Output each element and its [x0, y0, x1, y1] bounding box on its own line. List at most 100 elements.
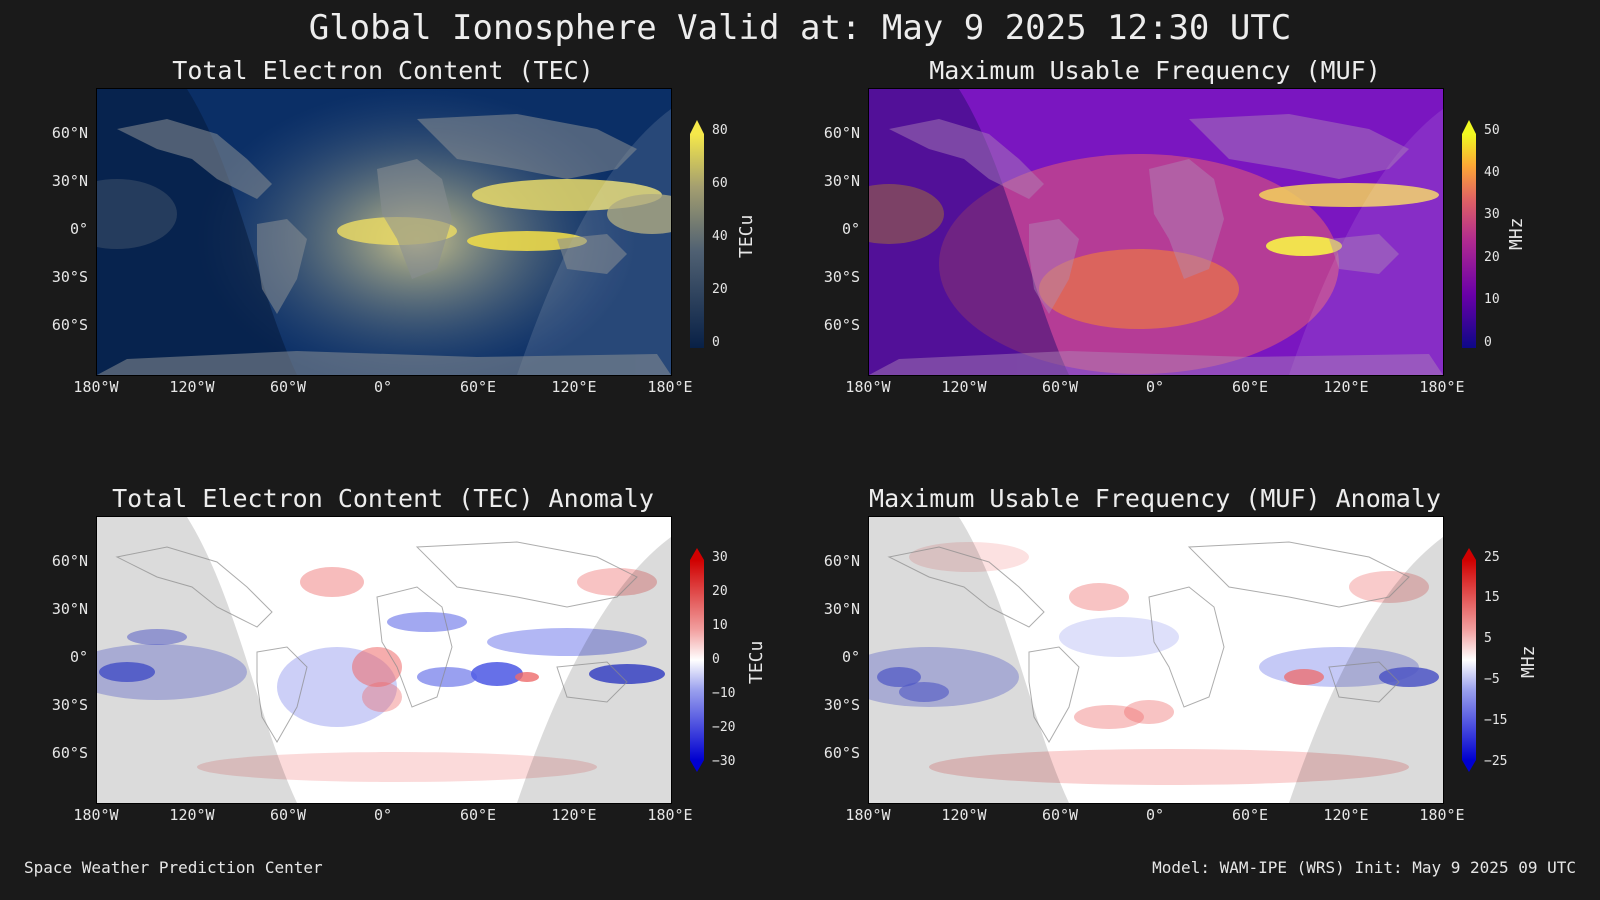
lon-label: 60°E: [1231, 378, 1269, 396]
muf-anom-colorbar: [1462, 548, 1476, 776]
lon-label: 120°W: [941, 378, 987, 396]
main-title: Global Ionosphere Valid at: May 9 2025 1…: [308, 8, 1292, 48]
muf-band-north: [1259, 183, 1439, 207]
muf-cb-unit: MHz: [1506, 217, 1527, 250]
tec-anom-cb-tick: −20: [712, 720, 736, 735]
tec-anomaly-title: Total Electron Content (TEC) Anomaly: [112, 484, 654, 513]
tec-anom-cb-tick: 0: [712, 652, 720, 667]
lat-label: 60°N: [51, 552, 88, 570]
tec-anom-night-west: [97, 517, 297, 803]
lat-label: 60°S: [823, 316, 860, 334]
muf-anom-cb-tick: 5: [1484, 631, 1492, 646]
tec-cb-tick: 20: [712, 282, 728, 297]
lon-label: 0°: [373, 806, 393, 824]
lat-label: 60°N: [823, 552, 860, 570]
muf-anom-night-west: [869, 517, 1069, 803]
lon-label: 60°W: [1041, 806, 1079, 824]
lat-label: 30°S: [823, 696, 860, 714]
tec-anom-cb-tick: 30: [712, 550, 728, 565]
footer-right: Model: WAM-IPE (WRS) Init: May 9 2025 09…: [1152, 858, 1576, 877]
lon-label: 60°E: [459, 806, 497, 824]
lon-label: 60°E: [459, 378, 497, 396]
tec-anom-colorbar: [690, 548, 704, 776]
muf-anom-cb-unit: MHz: [1518, 645, 1539, 678]
lat-label: 0°: [69, 220, 88, 238]
lat-label: 60°N: [823, 124, 860, 142]
tec-anom-negative: [97, 612, 665, 727]
lon-label: 180°W: [73, 378, 119, 396]
muf-anom-coastlines: [887, 541, 1410, 743]
lon-label: 120°E: [1323, 806, 1369, 824]
muf-map: [868, 88, 1444, 376]
muf-panel-title: Maximum Usable Frequency (MUF): [929, 56, 1381, 85]
lon-label: 180°E: [1419, 378, 1465, 396]
lon-label: 180°E: [647, 806, 693, 824]
muf-cb-tick: 30: [1484, 207, 1500, 222]
lat-label: 60°S: [51, 316, 88, 334]
tec-anom-cb-tick: 20: [712, 584, 728, 599]
lon-label: 0°: [1145, 378, 1165, 396]
muf-anom-cb-tick: −5: [1484, 672, 1500, 687]
lon-label: 180°W: [845, 378, 891, 396]
tec-anom-cb-tick: −30: [712, 754, 736, 769]
tec-anom-positive: [197, 567, 657, 782]
tec-band-south: [467, 231, 587, 251]
tec-cb-tick: 60: [712, 176, 728, 191]
tec-anom-night-east: [517, 537, 671, 803]
lon-label: 120°W: [169, 378, 215, 396]
muf-colorbar: [1462, 120, 1476, 352]
muf-anom-cb-tick: 15: [1484, 590, 1500, 605]
lat-label: 30°N: [823, 172, 860, 190]
muf-night-shadow: [869, 89, 1069, 375]
tec-panel-title: Total Electron Content (TEC): [172, 56, 594, 85]
tec-cb-tick: 80: [712, 123, 728, 138]
lat-label: 30°S: [51, 268, 88, 286]
muf-cb-tick: 40: [1484, 165, 1500, 180]
lat-label: 60°S: [51, 744, 88, 762]
muf-cb-tick: 10: [1484, 292, 1500, 307]
muf-south-atlantic: [1039, 249, 1239, 329]
muf-anom-background: [869, 517, 1443, 803]
tec-cb-tick: 40: [712, 229, 728, 244]
muf-cb-tick: 50: [1484, 123, 1500, 138]
muf-band-south: [1266, 236, 1342, 256]
muf-anom-positive: [909, 542, 1429, 785]
lon-label: 120°W: [941, 806, 987, 824]
muf-anom-cb-tick: −15: [1484, 713, 1508, 728]
muf-continents: [869, 114, 1443, 375]
lon-label: 180°E: [1419, 806, 1465, 824]
lat-label: 60°N: [51, 124, 88, 142]
tec-anom-coastlines: [115, 541, 638, 743]
lon-label: 180°W: [73, 806, 119, 824]
lon-label: 180°W: [845, 806, 891, 824]
muf-terminator-east: [1289, 109, 1443, 375]
tec-colorbar: [690, 120, 704, 352]
muf-cb-tick: 20: [1484, 250, 1500, 265]
lat-label: 30°N: [823, 600, 860, 618]
muf-anom-cb-tick: 25: [1484, 550, 1500, 565]
lon-label: 60°E: [1231, 806, 1269, 824]
lat-label: 30°S: [51, 696, 88, 714]
lon-label: 120°W: [169, 806, 215, 824]
lon-label: 0°: [373, 378, 393, 396]
tec-anomaly-map: [96, 516, 672, 804]
tec-cb-tick: 0: [712, 335, 720, 350]
lat-label: 30°N: [51, 172, 88, 190]
lon-label: 60°W: [269, 806, 307, 824]
tec-continents: [97, 114, 671, 375]
lon-label: 120°E: [551, 378, 597, 396]
tec-anom-cb-unit: TECu: [746, 640, 767, 684]
lat-label: 0°: [841, 648, 860, 666]
lat-label: 30°S: [823, 268, 860, 286]
lat-label: 60°S: [823, 744, 860, 762]
tec-anom-cb-tick: −10: [712, 686, 736, 701]
lon-label: 0°: [1145, 806, 1165, 824]
tec-cb-unit: TECu: [736, 214, 757, 258]
lon-label: 120°E: [551, 806, 597, 824]
muf-anomaly-map: [868, 516, 1444, 804]
lon-label: 60°W: [269, 378, 307, 396]
lon-label: 60°W: [1041, 378, 1079, 396]
muf-anom-cb-tick: −25: [1484, 754, 1508, 769]
lat-label: 0°: [69, 648, 88, 666]
lon-label: 180°E: [647, 378, 693, 396]
